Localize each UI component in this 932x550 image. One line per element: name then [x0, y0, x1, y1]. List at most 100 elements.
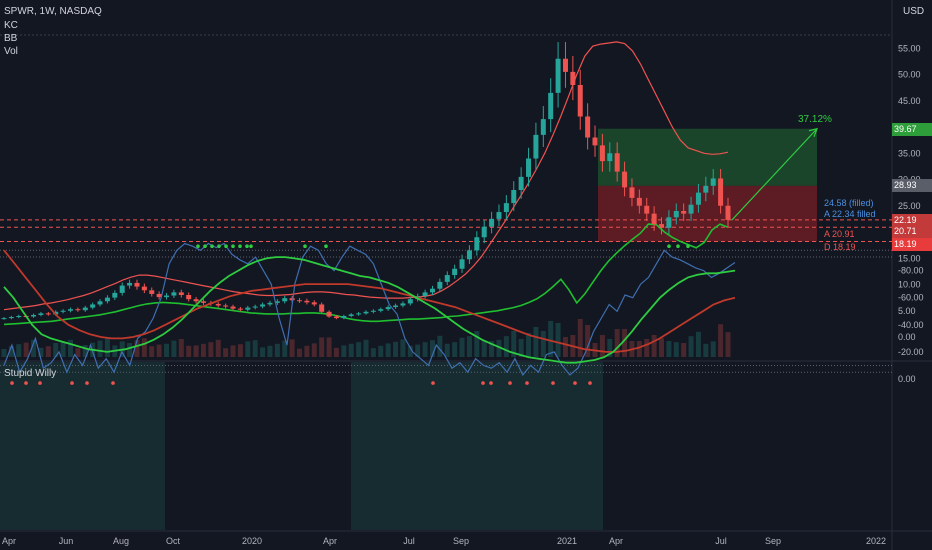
- volume-bar: [149, 346, 155, 357]
- entry-a-label: A 20.91: [824, 229, 855, 239]
- volume-bar: [356, 342, 362, 357]
- volume-bar: [237, 344, 243, 357]
- volume-bar: [16, 344, 22, 357]
- candle-body: [577, 85, 583, 117]
- candle-body: [592, 137, 598, 146]
- candle-body: [599, 145, 605, 162]
- volume-bar: [526, 333, 532, 357]
- candle-body: [356, 313, 362, 315]
- candle-body: [104, 297, 110, 302]
- volume-bar: [53, 343, 59, 357]
- candle-body: [149, 290, 155, 294]
- candle-body: [533, 134, 539, 159]
- candle-body: [400, 303, 406, 306]
- candle-body: [112, 292, 118, 298]
- volume-bar: [104, 338, 110, 357]
- volume-bar: [8, 346, 14, 357]
- volume-bar: [378, 345, 384, 357]
- volume-bar: [282, 340, 288, 357]
- volume-bar: [577, 319, 583, 357]
- entry-price-tag-1: 22.19: [892, 214, 932, 227]
- sell-signal-dot: [508, 381, 512, 385]
- candle-body: [695, 192, 701, 205]
- volume-bar: [407, 345, 413, 357]
- candle-body: [548, 92, 554, 120]
- volume-bar: [718, 324, 724, 357]
- currency-label: USD: [903, 6, 925, 17]
- sell-signal-dot: [24, 381, 28, 385]
- candle-body: [260, 304, 266, 307]
- candle-body: [60, 310, 66, 312]
- volume-bar: [385, 343, 391, 357]
- candle-body: [481, 226, 487, 238]
- candle-body: [651, 213, 657, 225]
- candle-body: [518, 176, 524, 190]
- volume-bar: [304, 345, 310, 357]
- sell-signal-dot: [481, 381, 485, 385]
- volume-bar: [267, 345, 273, 357]
- volume-bar: [474, 331, 480, 357]
- candle-body: [555, 58, 561, 93]
- volume-bar: [562, 337, 568, 357]
- candle-body: [496, 212, 502, 219]
- volume-bar: [215, 339, 221, 357]
- volume-bar: [333, 347, 339, 357]
- volume-bar: [695, 331, 701, 357]
- sell-signal-dot: [85, 381, 89, 385]
- buy-signal-dot: [238, 244, 242, 249]
- volume-bar: [422, 342, 428, 357]
- candle-body: [370, 310, 376, 312]
- candle-body: [141, 286, 147, 291]
- candle-body: [614, 153, 620, 172]
- volume-bar: [23, 342, 29, 357]
- volume-bar: [481, 341, 487, 357]
- filled-label-1: 24.58 (filled): [824, 198, 874, 208]
- x-tick-label: 2021: [557, 536, 577, 546]
- volume-bar: [651, 335, 657, 357]
- candle-body: [171, 292, 177, 296]
- candle-body: [82, 307, 88, 311]
- fast-ma-line: [3, 256, 736, 364]
- candle-body: [673, 211, 679, 218]
- x-tick-label: Sep: [765, 536, 781, 546]
- sell-signal-dot: [70, 381, 74, 385]
- volume-bar: [659, 338, 665, 357]
- volume-bar: [127, 343, 133, 357]
- volume-bar: [400, 339, 406, 357]
- candle-body: [644, 205, 650, 214]
- price-tick-label: 0.00: [898, 332, 916, 342]
- candle-body: [333, 316, 339, 319]
- candle-body: [629, 187, 635, 198]
- volume-bar: [60, 342, 66, 357]
- candle-body: [237, 308, 243, 310]
- candle-body: [252, 306, 258, 308]
- buy-signal-dot: [210, 244, 214, 249]
- candle-body: [562, 58, 568, 72]
- price-tick-label: 50.00: [898, 70, 921, 80]
- volume-bar: [252, 340, 258, 357]
- price-tick-label: 10.00: [898, 280, 921, 290]
- x-tick-label: Apr: [609, 536, 623, 546]
- target-price-tag: 39.67: [892, 123, 932, 136]
- volume-bar: [459, 337, 465, 357]
- volume-bar: [636, 341, 642, 357]
- volume-bar: [673, 342, 679, 357]
- volume-bar: [186, 345, 192, 357]
- candle-body: [688, 204, 694, 214]
- volume-bar: [607, 339, 613, 357]
- volume-bar: [415, 344, 421, 357]
- x-tick-label: 2022: [866, 536, 886, 546]
- price-tick-label: 15.00: [898, 253, 921, 263]
- x-tick-label: Aug: [113, 536, 129, 546]
- sell-signal-dot: [573, 381, 577, 385]
- sell-signal-dot: [10, 381, 14, 385]
- candle-body: [304, 300, 310, 303]
- buy-signal-dot: [231, 244, 235, 249]
- x-tick-label: 2020: [242, 536, 262, 546]
- keltner-lower-band: [3, 223, 729, 326]
- osc-tick-label: -80.00: [898, 266, 924, 276]
- volume-bar: [666, 341, 672, 357]
- candle-body: [75, 309, 81, 311]
- buy-signal-dot: [249, 244, 253, 249]
